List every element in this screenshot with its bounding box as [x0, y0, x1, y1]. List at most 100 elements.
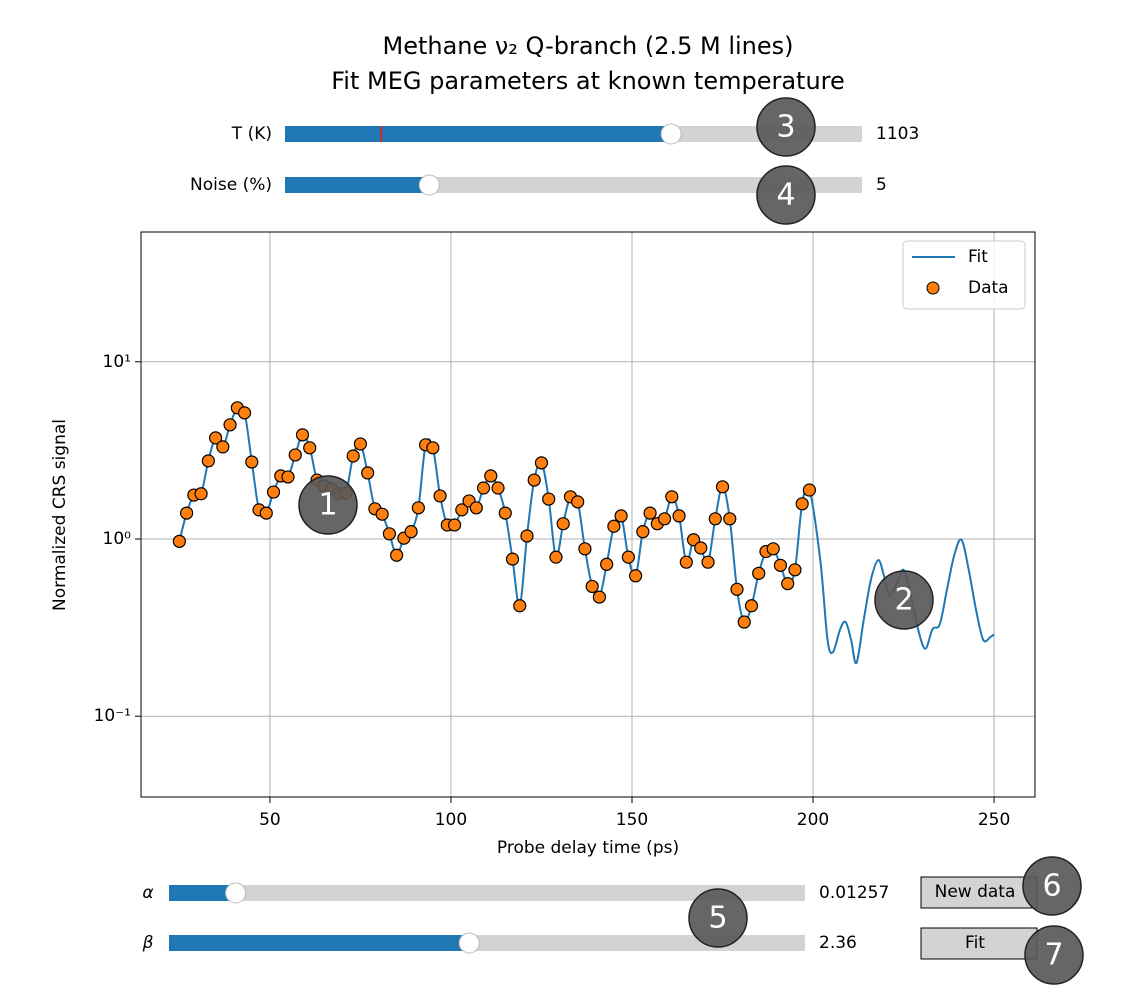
data-point [426, 441, 440, 455]
callout-circle [688, 888, 748, 948]
callout: 2 [874, 570, 934, 630]
data-point [773, 558, 788, 572]
fit-line [178, 405, 995, 665]
data-point [766, 542, 780, 556]
data-point [295, 428, 310, 442]
data-point [411, 501, 425, 515]
data-point [288, 448, 302, 462]
callout-number: 7 [1044, 938, 1063, 973]
data-point [484, 469, 498, 483]
data-point [353, 437, 368, 451]
callout-number: 1 [318, 488, 337, 523]
data-point [752, 566, 766, 580]
slider-value: 1103 [876, 124, 919, 144]
button-label[interactable]: New data [935, 882, 1016, 902]
slider-fill [285, 177, 430, 193]
button[interactable] [920, 927, 1038, 960]
data-point [607, 519, 621, 533]
axes-frame [140, 231, 1036, 798]
data-point [520, 529, 534, 543]
callout-number: 3 [776, 110, 795, 145]
slider-knob[interactable] [458, 932, 480, 954]
data-point [542, 492, 556, 506]
data-point [447, 518, 462, 532]
data-point [679, 555, 693, 569]
data-point [744, 599, 759, 613]
callout-circle [1022, 856, 1082, 916]
data-point [513, 599, 527, 613]
data-point [303, 441, 317, 455]
slider-value: 5 [876, 175, 887, 195]
title-line: Fit MEG parameters at known temperature [331, 67, 845, 95]
data-point [737, 615, 751, 629]
callout: 1 [298, 475, 358, 535]
slider-knob[interactable] [660, 123, 682, 145]
data-point [636, 525, 650, 539]
y-tick-label: 10¹ [103, 352, 131, 372]
button[interactable] [920, 876, 1038, 909]
slider-value: 0.01257 [819, 883, 889, 903]
data-point [498, 506, 512, 520]
callout-number: 2 [894, 583, 913, 618]
x-axis-label: Probe delay time (ps) [497, 838, 679, 858]
legend-box [902, 240, 1026, 310]
data-point [237, 406, 252, 420]
data-point [259, 506, 273, 520]
data-point [390, 548, 404, 562]
data-point [180, 506, 194, 520]
slider-label: α [142, 883, 153, 903]
data-point [194, 487, 208, 501]
x-tick-label: 50 [259, 810, 281, 830]
data-point [802, 483, 817, 497]
data-point [600, 557, 614, 571]
slider-label: β [142, 933, 154, 953]
data-point [781, 577, 795, 591]
data-point [788, 563, 802, 577]
slider-track [169, 885, 805, 901]
data-point [715, 480, 730, 494]
legend-label: Fit [968, 247, 988, 267]
data-point [455, 503, 469, 517]
data-point [571, 495, 585, 509]
slider-label: Noise (%) [190, 175, 272, 195]
data-point [672, 509, 686, 523]
data-point [795, 497, 809, 511]
data-point [476, 481, 491, 495]
slider-knob[interactable] [418, 174, 440, 196]
data-point [469, 501, 483, 515]
slider-knob[interactable] [225, 882, 247, 904]
data-point [686, 533, 701, 547]
data-point [245, 455, 259, 469]
data-point [433, 489, 447, 503]
data-point [730, 582, 744, 596]
data-point [708, 512, 722, 526]
callout: 6 [1022, 856, 1082, 916]
data-point [556, 517, 570, 531]
slider-label: T (K) [231, 124, 272, 144]
y-tick-label: 10⁰ [103, 529, 132, 549]
x-tick-label: 200 [797, 810, 829, 830]
x-tick-label: 100 [435, 810, 467, 830]
slider-fill [169, 935, 470, 951]
data-point [592, 590, 607, 604]
data-point [223, 418, 237, 432]
data-point [346, 449, 360, 463]
data-point [216, 440, 230, 454]
data-point [201, 454, 215, 468]
data-point [694, 541, 708, 555]
data-point [534, 456, 549, 470]
y-tick-label: 10⁻¹ [94, 706, 131, 726]
button-label[interactable]: Fit [965, 933, 985, 953]
data-point [404, 525, 418, 539]
callout: 4 [756, 165, 816, 225]
data-point [549, 550, 563, 564]
data-point [527, 473, 541, 487]
y-axis-label: Normalized CRS signal [50, 419, 70, 611]
data-point [361, 466, 375, 480]
data-point [665, 490, 679, 504]
legend-label: Data [968, 278, 1009, 298]
x-tick-label: 250 [978, 810, 1010, 830]
